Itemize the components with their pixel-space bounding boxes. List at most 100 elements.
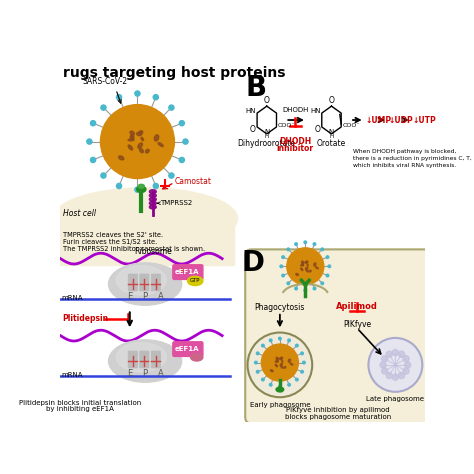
Text: Camostat: Camostat	[174, 177, 211, 186]
Circle shape	[269, 339, 272, 342]
Circle shape	[405, 362, 411, 368]
Ellipse shape	[280, 358, 282, 360]
Ellipse shape	[282, 360, 283, 362]
Ellipse shape	[276, 357, 278, 359]
Text: N: N	[329, 129, 334, 135]
Circle shape	[135, 187, 140, 192]
Text: ↓UMP: ↓UMP	[365, 116, 392, 125]
Ellipse shape	[191, 353, 203, 361]
Ellipse shape	[306, 261, 308, 263]
Text: DHODH: DHODH	[279, 137, 311, 146]
FancyBboxPatch shape	[151, 274, 161, 291]
Circle shape	[280, 265, 283, 268]
Text: Orotate: Orotate	[317, 139, 346, 148]
Ellipse shape	[138, 184, 145, 188]
Ellipse shape	[307, 264, 309, 266]
Circle shape	[287, 282, 290, 284]
Circle shape	[100, 105, 174, 179]
Ellipse shape	[306, 270, 308, 272]
Circle shape	[296, 344, 298, 347]
Text: eEF1A: eEF1A	[175, 269, 200, 275]
Ellipse shape	[280, 363, 283, 366]
Text: O: O	[328, 96, 335, 105]
Ellipse shape	[288, 359, 291, 362]
Ellipse shape	[158, 143, 163, 146]
Circle shape	[87, 139, 92, 144]
Ellipse shape	[281, 357, 283, 359]
Text: H: H	[329, 134, 334, 139]
Ellipse shape	[149, 193, 156, 197]
Circle shape	[399, 351, 405, 357]
Text: H: H	[265, 134, 269, 139]
Ellipse shape	[301, 263, 303, 265]
Ellipse shape	[130, 135, 134, 139]
Text: by inhibiting eEF1A: by inhibiting eEF1A	[46, 407, 114, 412]
FancyBboxPatch shape	[61, 219, 234, 265]
Text: which inhibits viral RNA synthesis.: which inhibits viral RNA synthesis.	[353, 163, 456, 168]
Circle shape	[287, 248, 290, 251]
Circle shape	[279, 337, 281, 340]
Circle shape	[117, 183, 122, 189]
Ellipse shape	[302, 263, 303, 265]
Ellipse shape	[109, 340, 182, 382]
Circle shape	[117, 95, 122, 100]
Ellipse shape	[130, 131, 135, 135]
Ellipse shape	[310, 270, 311, 272]
Text: Early phagosome: Early phagosome	[250, 402, 310, 408]
Text: The TMPRSS2 inhibitor camostat is shown.: The TMPRSS2 inhibitor camostat is shown.	[63, 246, 205, 252]
Circle shape	[183, 139, 188, 144]
Ellipse shape	[275, 365, 277, 367]
Circle shape	[304, 289, 307, 292]
Text: COO⁻: COO⁻	[343, 123, 360, 128]
Ellipse shape	[118, 156, 124, 160]
Ellipse shape	[139, 131, 143, 134]
Circle shape	[326, 256, 329, 258]
Circle shape	[287, 248, 324, 285]
FancyBboxPatch shape	[173, 265, 203, 279]
Text: Ribosome: Ribosome	[134, 246, 172, 255]
Text: rugs targeting host proteins: rugs targeting host proteins	[63, 66, 285, 80]
Text: ↓UTP: ↓UTP	[412, 116, 436, 125]
Ellipse shape	[137, 132, 142, 136]
FancyBboxPatch shape	[151, 351, 161, 368]
Ellipse shape	[116, 265, 166, 295]
FancyBboxPatch shape	[173, 342, 203, 356]
Circle shape	[295, 287, 297, 290]
Circle shape	[256, 371, 259, 373]
Text: Plitidepsin blocks initial translation: Plitidepsin blocks initial translation	[18, 400, 141, 406]
Circle shape	[392, 374, 399, 380]
Ellipse shape	[188, 276, 203, 285]
Circle shape	[301, 352, 303, 355]
Text: there is a reduction in pyrimidines C, T,: there is a reduction in pyrimidines C, T…	[353, 156, 472, 161]
Circle shape	[313, 243, 316, 246]
Ellipse shape	[276, 359, 278, 361]
Text: Late phagosome: Late phagosome	[366, 396, 424, 401]
Ellipse shape	[301, 268, 303, 271]
Text: O: O	[264, 96, 270, 105]
FancyBboxPatch shape	[128, 351, 137, 368]
Circle shape	[282, 274, 284, 277]
Text: A: A	[158, 369, 164, 378]
Ellipse shape	[296, 273, 299, 275]
Text: HN: HN	[245, 108, 255, 114]
Circle shape	[153, 183, 158, 189]
Text: A: A	[158, 292, 164, 301]
Ellipse shape	[128, 145, 133, 150]
Ellipse shape	[276, 387, 284, 392]
Circle shape	[295, 243, 297, 246]
Text: O: O	[250, 125, 255, 134]
Text: TMPRSS2: TMPRSS2	[161, 200, 193, 206]
Circle shape	[321, 282, 324, 284]
Circle shape	[262, 378, 264, 381]
Circle shape	[256, 352, 259, 355]
Text: blocks phagosome maturation: blocks phagosome maturation	[284, 414, 391, 420]
Ellipse shape	[305, 262, 307, 264]
Circle shape	[179, 157, 184, 163]
Circle shape	[304, 241, 307, 244]
Ellipse shape	[281, 366, 283, 368]
Ellipse shape	[155, 135, 159, 141]
Circle shape	[328, 265, 330, 268]
Ellipse shape	[301, 261, 304, 263]
Text: HN: HN	[310, 108, 320, 114]
Text: SARS-CoV-2: SARS-CoV-2	[82, 77, 128, 86]
